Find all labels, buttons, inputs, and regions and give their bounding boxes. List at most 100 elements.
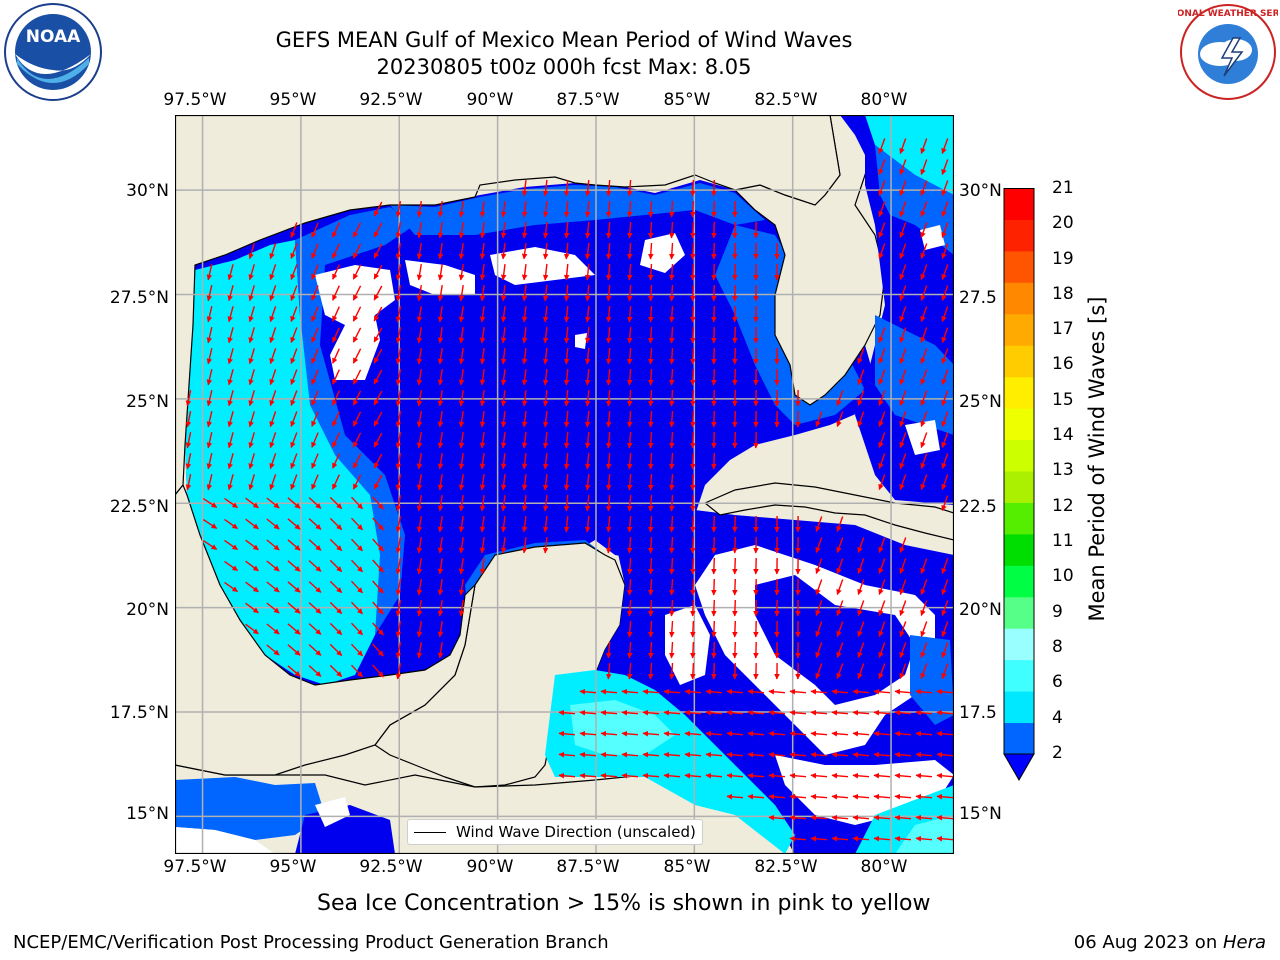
wind-arrow-645 [878,621,886,638]
wind-arrow-16 [878,180,886,197]
wind-arrow-326 [248,411,255,428]
wind-arrow-703 [684,688,702,695]
wind-arrow-674 [941,642,949,659]
wind-arrow-680 [395,662,402,680]
wind-arrow-80 [479,243,486,260]
wind-arrow-400 [352,453,362,469]
wind-arrow-313 [732,389,738,407]
wind-arrow-766 [810,751,828,758]
wind-arrow-543 [308,560,322,572]
wind-arrow-541 [266,560,280,572]
wind-arrow-131 [227,285,234,302]
wind-arrow-466 [521,495,528,512]
wind-arrow-104 [311,264,319,280]
wind-arrow-233 [458,347,465,365]
wind-arrow-1 [899,138,907,155]
wind-arrow-229 [373,348,383,364]
wind-arrow-279 [732,368,738,386]
wind-arrow-539 [224,560,238,572]
wind-arrow-806 [831,814,849,821]
wind-arrow-592 [878,579,886,596]
wind-arrow-253 [941,348,949,365]
wind-arrow-169 [395,305,402,323]
lat-label-right-6: 15°N [959,804,1002,824]
wind-arrow-24 [458,200,465,218]
wind-arrow-500 [711,515,717,533]
wind-arrow-815 [852,835,870,842]
lon-label-top-6: 82.5°W [754,90,818,110]
wind-arrow-540 [245,560,259,572]
wind-arrow-180 [626,305,633,323]
wind-arrow-663 [711,641,717,659]
wind-arrow-495 [605,515,612,533]
wind-arrow-384 [690,431,696,449]
wind-arrow-658 [605,641,612,659]
wind-arrow-699 [600,688,618,695]
wind-arrow-297 [395,389,402,407]
wind-arrow-150 [626,284,633,302]
wind-arrow-35 [690,200,696,218]
wind-arrow-383 [669,431,675,449]
wind-arrow-97 [920,243,928,260]
wind-arrow-278 [711,368,717,386]
wind-arrow-731 [873,709,891,716]
wind-arrow-69 [248,243,255,260]
wind-arrow-619 [878,600,886,617]
wind-arrow-416 [690,452,696,470]
wind-arrow-293 [311,390,319,406]
wind-arrow-405 [458,452,465,470]
wind-arrow-526 [648,536,654,554]
wind-arrow-488 [458,515,465,533]
wind-arrow-637 [711,620,717,638]
wind-arrow-49 [437,221,444,239]
wind-arrow-144 [500,285,507,302]
wind-arrow-744 [747,730,765,737]
wind-arrow-604 [416,599,423,617]
lon-label-top-3: 90°W [466,90,514,110]
wind-arrow-389 [899,432,907,449]
wind-arrow-538 [899,537,907,554]
wind-arrow-718 [600,709,618,716]
wind-arrow-491 [521,516,528,533]
wind-arrow-728 [810,709,828,716]
wind-arrow-420 [920,453,928,470]
wind-arrow-294 [332,390,340,406]
wind-arrow-425 [248,474,255,491]
wind-arrow-199 [395,326,402,344]
wind-arrow-791 [936,772,954,779]
wind-arrow-158 [920,285,928,302]
wind-arrow-536 [857,537,865,554]
wind-arrow-72 [311,243,319,259]
wind-arrow-106 [352,264,362,280]
wind-arrow-412 [605,452,612,470]
wind-arrow-753 [936,730,954,737]
wind-arrow-562 [836,558,844,575]
lat-label-left-2: 25°N [126,392,169,412]
wind-arrow-396 [269,453,277,470]
wind-arrow-230 [395,347,402,365]
wind-arrow-341 [563,410,570,428]
wind-arrow-415 [669,452,675,470]
wind-arrow-739 [642,730,660,737]
wind-arrow-60 [669,221,675,239]
wind-arrow-727 [789,709,807,716]
wind-arrow-207 [563,326,570,344]
wind-arrow-348 [711,410,717,428]
wind-arrow-737 [600,730,618,737]
wind-arrow-431 [373,474,383,490]
wind-arrow-634 [648,620,654,638]
wind-arrow-5 [899,159,907,176]
wind-arrow-707 [768,688,786,695]
footer-date-text: 06 Aug 2023 on [1073,932,1223,953]
wind-arrow-781 [726,772,744,779]
wind-arrow-51 [479,222,486,239]
wind-arrow-182 [669,305,675,323]
wind-arrow-577 [416,578,423,596]
wind-arrow-43 [311,222,319,238]
wind-arrow-265 [437,368,444,386]
wind-arrow-329 [311,411,319,427]
wind-arrow-166 [332,306,340,322]
noaa-logo: NOAA [3,2,103,102]
wind-arrow-717 [579,709,597,716]
cb-tick-2: 6 [1052,672,1063,692]
